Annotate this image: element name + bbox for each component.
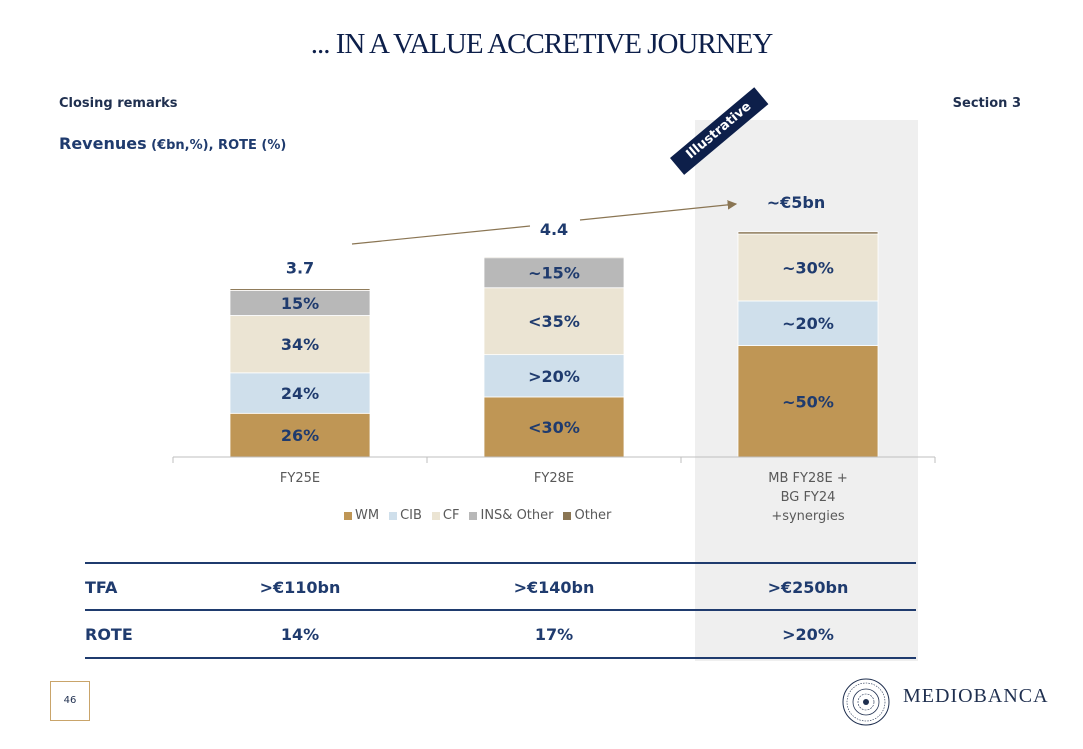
subtitle-main: Revenues [59, 134, 147, 153]
segment-label: 15% [281, 294, 319, 313]
table-cell: 14% [280, 625, 320, 644]
category-label: MB FY28E + [768, 471, 847, 486]
segment-label: 24% [281, 384, 319, 403]
segment-label: ~50% [782, 392, 834, 411]
legend-item: WM [344, 508, 379, 523]
legend-label: Other [574, 508, 612, 523]
legend-label: INS& Other [480, 508, 554, 523]
segment-label: <30% [528, 418, 580, 437]
bar-segment-cf-0 [229, 315, 371, 374]
category-label: FY25E [280, 471, 320, 486]
page-number: 46 [50, 681, 90, 721]
segment-label: ~15% [528, 264, 580, 283]
table-cell: 17% [534, 625, 574, 644]
legend-swatch [344, 511, 352, 520]
bar-segment-cib-0 [229, 372, 371, 414]
total-label: ~€5bn [767, 193, 826, 212]
legend-swatch [389, 511, 398, 520]
legend-swatch [563, 511, 572, 520]
page-title: ... IN A VALUE ACCRETIVE JOURNEY [310, 28, 774, 60]
legend-label: WM [355, 508, 380, 523]
table-row-label: ROTE [85, 625, 133, 644]
section-label: Section 3 [952, 96, 1021, 111]
company-logo-text: MEDIOBANCA [903, 685, 1049, 707]
bar-segment-wm-2 [737, 345, 879, 458]
table-rule-top [85, 562, 916, 564]
legend-swatch [431, 511, 440, 520]
segment-label: >20% [528, 367, 580, 386]
category-label: FY28E [534, 471, 574, 486]
legend-label: CF [442, 508, 460, 523]
table-rule-middle [85, 609, 916, 611]
bar-segment-other-1 [483, 256, 625, 259]
legend-item: CF [431, 508, 460, 523]
subtitle-units: (€bn,%), ROTE (%) [146, 138, 287, 153]
table-rule-bottom [85, 657, 916, 659]
bar-segment-cib-2 [737, 300, 879, 346]
table-cell: >€140bn [513, 578, 595, 597]
bar-segment-cf-2 [737, 233, 879, 302]
table-row-label: TFA [85, 578, 118, 597]
legend-item: CIB [389, 508, 422, 523]
growth-arrow-line [351, 225, 531, 245]
mediobanca-seal-icon [842, 678, 890, 726]
segment-label: 26% [281, 426, 319, 445]
bar-segment-other-2 [737, 231, 879, 235]
chart-subtitle: Revenues (€bn,%), ROTE (%) [59, 134, 286, 153]
segment-label: ~30% [782, 258, 834, 277]
bar-segment-other-0 [229, 288, 371, 291]
bar-segment-wm-0 [229, 412, 371, 458]
legend-item: Other [563, 508, 611, 523]
table-cell: >20% [782, 625, 834, 644]
table-cell: >€250bn [767, 578, 849, 597]
category-label: +synergies [771, 509, 845, 524]
category-label: BG FY24 [781, 490, 836, 505]
total-label: 4.4 [540, 220, 568, 239]
bar-segment-cib-1 [483, 354, 625, 398]
chart-legend: WM CIB CF INS& Other Other [344, 508, 611, 523]
bar-segment-cf-1 [483, 287, 625, 356]
segment-label: 34% [281, 335, 319, 354]
legend-swatch [469, 511, 478, 520]
growth-arrow [579, 200, 738, 221]
total-label: 3.7 [286, 259, 314, 278]
bar-segment-wm-1 [483, 396, 625, 458]
legend-item: INS& Other [469, 508, 553, 523]
segment-label: <35% [528, 312, 580, 331]
legend-label: CIB [400, 508, 422, 523]
stacked-bar-chart: 26% 24% 34% 15% 3.7 <30% >20% <35% ~15% 4.4 ~50% ~2… [172, 193, 936, 524]
segment-label: ~20% [782, 314, 834, 333]
bar-segment-ins-other-0 [229, 290, 371, 316]
table-cell: >€110bn [259, 578, 341, 597]
header-left: Closing remarks [59, 96, 178, 111]
